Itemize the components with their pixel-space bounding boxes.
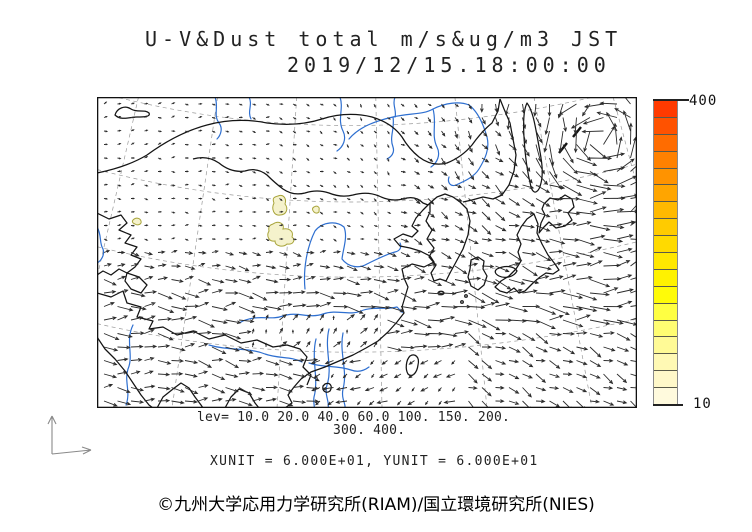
x-axis-arrow bbox=[51, 446, 92, 455]
chart-title: U-V&Dust total m/s&ug/m3 JST bbox=[145, 27, 623, 51]
colorbar-segment bbox=[654, 150, 677, 168]
colorbar-segment bbox=[654, 268, 677, 286]
korea-peninsula bbox=[425, 193, 471, 282]
china-coast bbox=[284, 202, 435, 408]
colorbar-max-label: 400 bbox=[689, 93, 718, 109]
colorbar-segment bbox=[654, 116, 677, 134]
colorbar-bottom-tick bbox=[653, 404, 683, 406]
bay-of-bengal-coast bbox=[156, 382, 204, 408]
honshu-island bbox=[494, 213, 560, 294]
small-island bbox=[464, 294, 468, 298]
central-asia-borders bbox=[97, 212, 142, 276]
coastlines bbox=[97, 98, 582, 408]
taiwan-island bbox=[405, 354, 420, 377]
axes-indicator bbox=[47, 415, 92, 455]
y-axis-arrow bbox=[47, 415, 57, 454]
bay-of-bengal-coast-east bbox=[224, 388, 260, 408]
himalaya-borders bbox=[97, 290, 312, 386]
colorbar-segment bbox=[654, 353, 677, 371]
colorbar-segment bbox=[654, 218, 677, 236]
colorbar-segment bbox=[654, 370, 677, 388]
kyushu-island bbox=[467, 256, 488, 291]
colorbar-segment bbox=[654, 285, 677, 303]
shikoku-island bbox=[494, 265, 518, 278]
copyright-line: ©九州大学応用力学研究所(RIAM)/国立環境研究所(NIES) bbox=[157, 495, 595, 515]
contour-levels-line1: lev= 10.0 20.0 40.0 60.0 100. 150. 200. bbox=[197, 410, 511, 425]
small-island bbox=[460, 300, 464, 304]
hokkaido-island bbox=[538, 194, 575, 234]
rivers bbox=[97, 97, 489, 408]
sakhalin-island bbox=[523, 102, 543, 193]
colorbar-segment bbox=[654, 252, 677, 269]
colorbar-segment bbox=[654, 167, 677, 185]
map-frame bbox=[97, 97, 637, 408]
lake-balkhash bbox=[114, 106, 150, 119]
north-border bbox=[97, 98, 501, 174]
contour-levels-line2: 300. 400. bbox=[333, 423, 406, 438]
graticule-grid bbox=[97, 97, 637, 408]
map-canvas bbox=[97, 97, 637, 408]
colorbar-segment bbox=[654, 302, 677, 320]
colorbar-segment bbox=[654, 235, 677, 253]
dust-colorbar bbox=[653, 100, 678, 405]
colorbar-segment bbox=[654, 101, 677, 117]
hainan-island bbox=[322, 382, 332, 393]
kuril-islands bbox=[558, 126, 582, 154]
wind-vector-arrows bbox=[103, 97, 637, 408]
vector-units-label: XUNIT = 6.000E+01, YUNIT = 6.000E+01 bbox=[210, 454, 539, 469]
chart-timestamp: 2019/12/15.18:00:00 bbox=[287, 53, 611, 77]
colorbar-segment bbox=[654, 336, 677, 354]
colorbar-segment bbox=[654, 387, 677, 405]
india-coast bbox=[97, 336, 154, 408]
colorbar-top-tick bbox=[653, 99, 689, 101]
colorbar-segment bbox=[654, 133, 677, 151]
colorbar-min-label: 10 bbox=[693, 396, 712, 412]
colorbar-segment bbox=[654, 201, 677, 219]
dust-contours bbox=[131, 195, 320, 247]
colorbar-segment bbox=[654, 319, 677, 337]
colorbar-segment bbox=[654, 184, 677, 202]
